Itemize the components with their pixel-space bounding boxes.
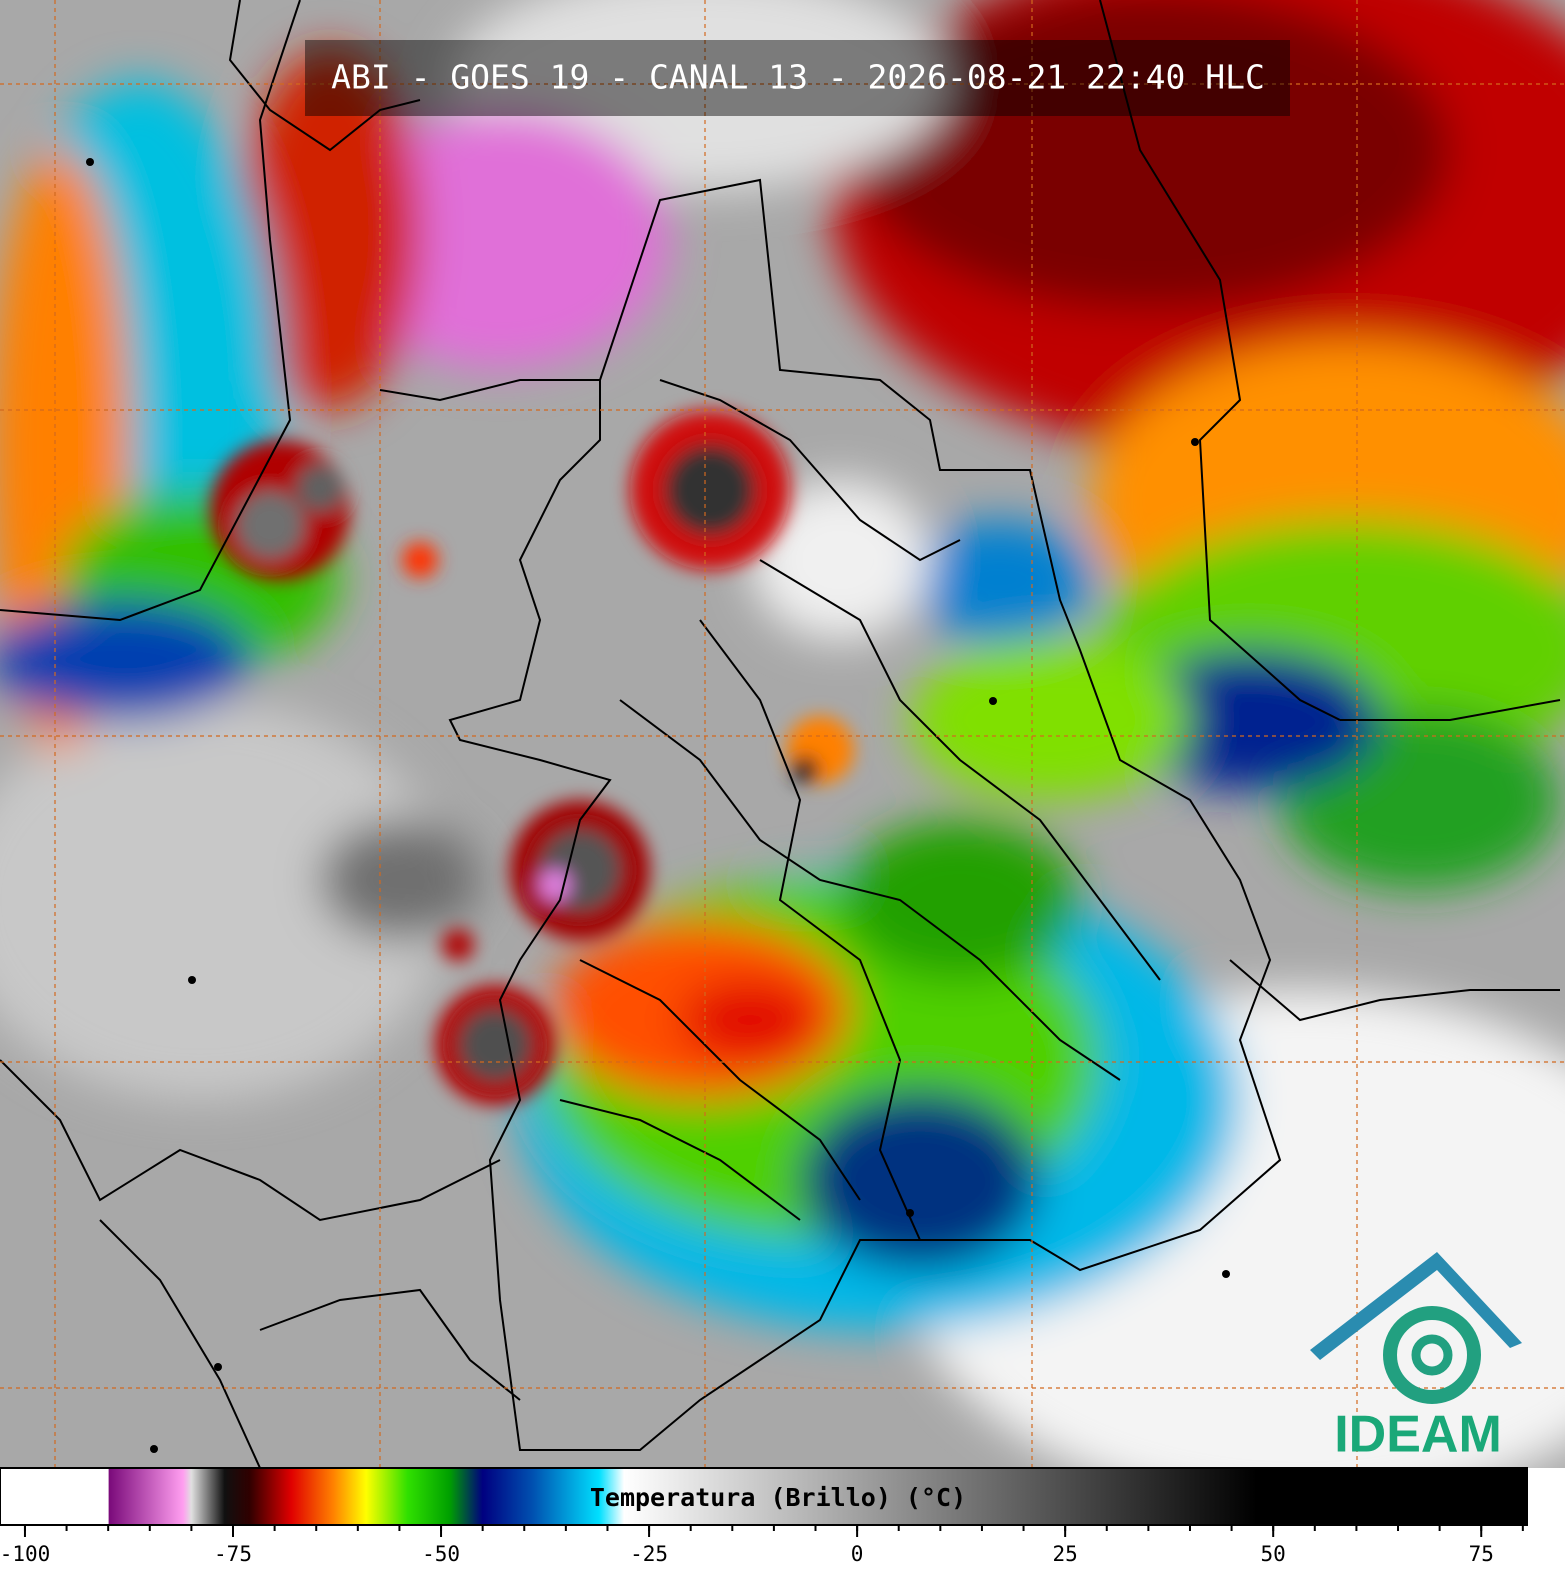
map-title: ABI - GOES 19 - CANAL 13 - 2026-08-21 22…	[331, 58, 1265, 97]
tick-label: -25	[630, 1542, 668, 1566]
graticule	[0, 0, 1565, 1468]
logo-text: IDEAM	[1334, 1406, 1502, 1464]
tick-label: -100	[0, 1542, 50, 1566]
colorbar-label: Temperatura (Brillo) (°C)	[590, 1483, 966, 1512]
colorbar: Temperatura (Brillo) (°C) -100 -75 -50 -25 0…	[0, 1467, 1528, 1566]
city-markers	[86, 158, 1230, 1453]
colorbar-ramp	[0, 1467, 1528, 1526]
satellite-map: ABI - GOES 19 - CANAL 13 - 2026-08-21 22…	[0, 0, 1565, 1468]
boundaries	[0, 0, 1561, 1468]
tick-label: 50	[1261, 1542, 1286, 1566]
tick-label: 0	[851, 1542, 864, 1566]
tick-label: -75	[214, 1542, 252, 1566]
tick-label: 75	[1469, 1542, 1494, 1566]
tick-label: 25	[1053, 1542, 1078, 1566]
tick-label: -50	[422, 1542, 460, 1566]
logo: IDEAM	[1310, 1252, 1522, 1464]
title-box	[305, 40, 1290, 116]
